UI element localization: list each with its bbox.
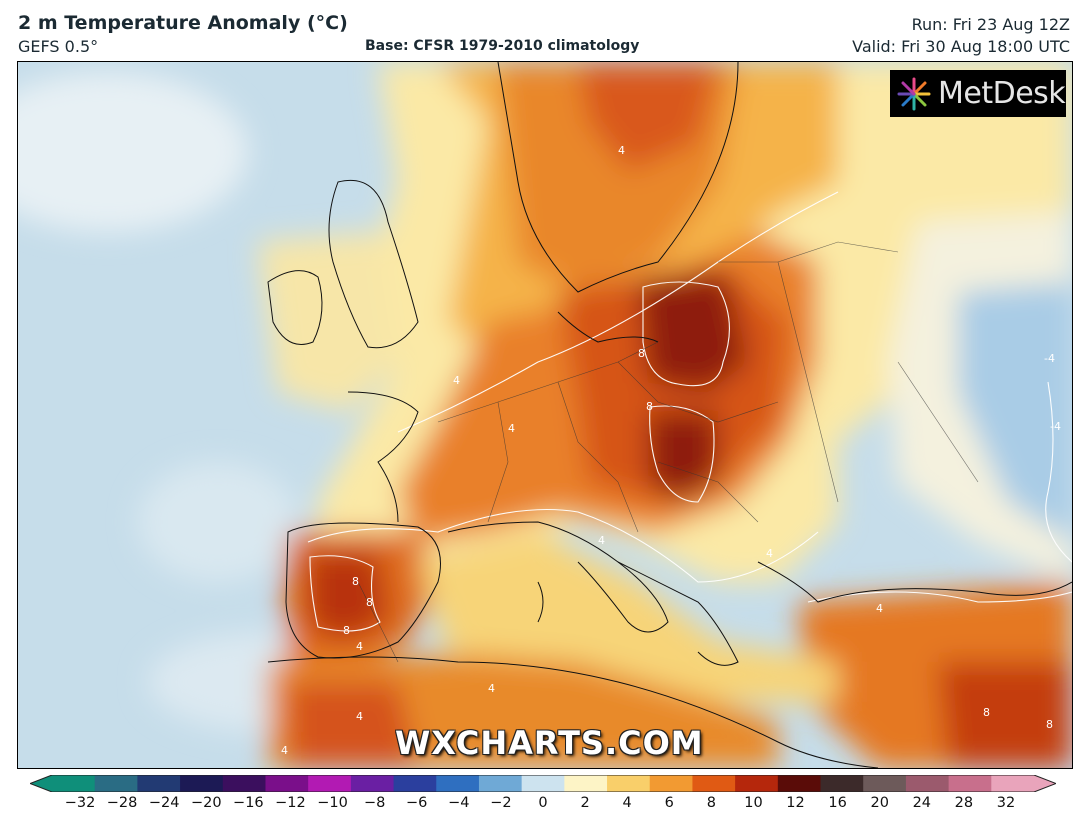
- colorbar-tick-label: −2: [490, 795, 512, 811]
- colorbar-tick-label: 16: [828, 795, 847, 811]
- contour-label: 4: [618, 144, 625, 157]
- contour-label: 8: [352, 575, 359, 588]
- country-borders: [357, 241, 979, 663]
- contour-lines: [307, 191, 1072, 632]
- colorbar-ticks: −32 −28 −24 −20 −16 −12 −10 −8 −6 −4 −2 0 2 4 6 8 10 12 16…: [0, 795, 1088, 815]
- colorbar-segment: [863, 775, 907, 792]
- colorbar-tick-label: 28: [954, 795, 974, 811]
- colorbar-segment: [521, 775, 565, 792]
- contour-label: 4: [488, 682, 495, 695]
- colorbar-tick-label: −6: [406, 795, 428, 811]
- colorbar-tick-label: 8: [706, 795, 716, 811]
- colorbar-segment: [52, 775, 96, 792]
- contour-label: 4: [508, 422, 515, 435]
- colorbar-segment: [607, 775, 651, 792]
- colorbar-segment: [564, 775, 608, 792]
- colorbar-tick-label: −8: [363, 795, 386, 811]
- colorbar-segment: [820, 775, 864, 792]
- colorbar-segment: [350, 775, 395, 792]
- contour-label: 8: [366, 596, 373, 609]
- colorbar-segment: [692, 775, 736, 792]
- contour-label: 8: [1046, 718, 1053, 731]
- contour-label: 8: [983, 706, 990, 719]
- colorbar-segment: [991, 775, 1035, 792]
- colorbar-segment: [222, 775, 266, 792]
- colorbar-tick-label: −32: [64, 795, 96, 811]
- colorbar-segment: [137, 775, 181, 792]
- contour-label: -4: [1050, 420, 1061, 433]
- colorbar-tick-label: −12: [275, 795, 306, 811]
- wxcharts-watermark: WXCHARTS.COM: [395, 724, 704, 762]
- contour-label: 4: [281, 744, 288, 757]
- colorbar-extend-min: [30, 775, 52, 792]
- colorbar-segment: [905, 775, 950, 792]
- colorbar-segment: [735, 775, 779, 792]
- contour-label: 4: [598, 534, 605, 547]
- contour-label: 8: [638, 347, 645, 360]
- contour-label: 4: [766, 547, 773, 560]
- colorbar-tick-label: 4: [622, 795, 632, 811]
- colorbar-segment: [393, 775, 437, 792]
- colorbar-tick-label: 20: [870, 795, 889, 811]
- metdesk-logo-icon: [897, 77, 931, 110]
- colorbar-tick-label: −28: [106, 795, 138, 811]
- contour-label: 4: [453, 374, 460, 387]
- metdesk-logo: MetDesk: [890, 70, 1066, 117]
- coastlines: [267, 62, 1072, 768]
- colorbar-segment: [777, 775, 822, 792]
- colorbar-tick-label: 2: [580, 795, 590, 811]
- metdesk-logo-text: MetDesk: [938, 76, 1066, 111]
- map-canvas: [18, 62, 1072, 768]
- colorbar-tick-label: 6: [664, 795, 674, 811]
- colorbar-tick-label: 12: [786, 795, 805, 811]
- colorbar-tick-label: 32: [996, 795, 1016, 811]
- colorbar-tick-label: −20: [190, 795, 222, 811]
- contour-label: 4: [356, 640, 363, 653]
- colorbar-tick-label: 10: [744, 795, 763, 811]
- colorbar-segment: [308, 775, 352, 792]
- contour-label: 8: [343, 624, 350, 637]
- colorbar-tick-label: 0: [538, 795, 548, 811]
- colorbar-tick-label: −4: [448, 795, 470, 811]
- colorbar-tick-label: −16: [233, 795, 264, 811]
- colorbar-extend-max: [1034, 775, 1056, 792]
- colorbar-segment: [436, 775, 480, 792]
- valid-time-label: Valid: Fri 30 Aug 18:00 UTC: [852, 37, 1070, 56]
- colorbar-segment: [265, 775, 309, 792]
- colorbar-tick-label: −24: [148, 795, 180, 811]
- contour-label: 8: [646, 400, 653, 413]
- contour-label: 4: [356, 710, 363, 723]
- colorbar: [30, 775, 1056, 792]
- model-label: GEFS 0.5°: [18, 37, 99, 56]
- contour-label: -4: [1044, 352, 1055, 365]
- run-time-label: Run: Fri 23 Aug 12Z: [911, 15, 1070, 34]
- base-climatology-label: Base: CFSR 1979-2010 climatology: [365, 38, 640, 54]
- colorbar-segment: [94, 775, 138, 792]
- colorbar-tick-label: 24: [912, 795, 932, 811]
- colorbar-segment: [478, 775, 523, 792]
- colorbar-segment: [948, 775, 992, 792]
- chart-title: 2 m Temperature Anomaly (°C): [18, 12, 348, 34]
- contour-label: 4: [876, 602, 883, 615]
- colorbar-tick-label: −10: [317, 795, 348, 811]
- anomaly-map: 4 8 8 4 4 8 8 8 4 4 4 4 4 4 4 8 8 -4 -4 …: [17, 61, 1073, 769]
- colorbar-segment: [649, 775, 693, 792]
- colorbar-segment: [180, 775, 224, 792]
